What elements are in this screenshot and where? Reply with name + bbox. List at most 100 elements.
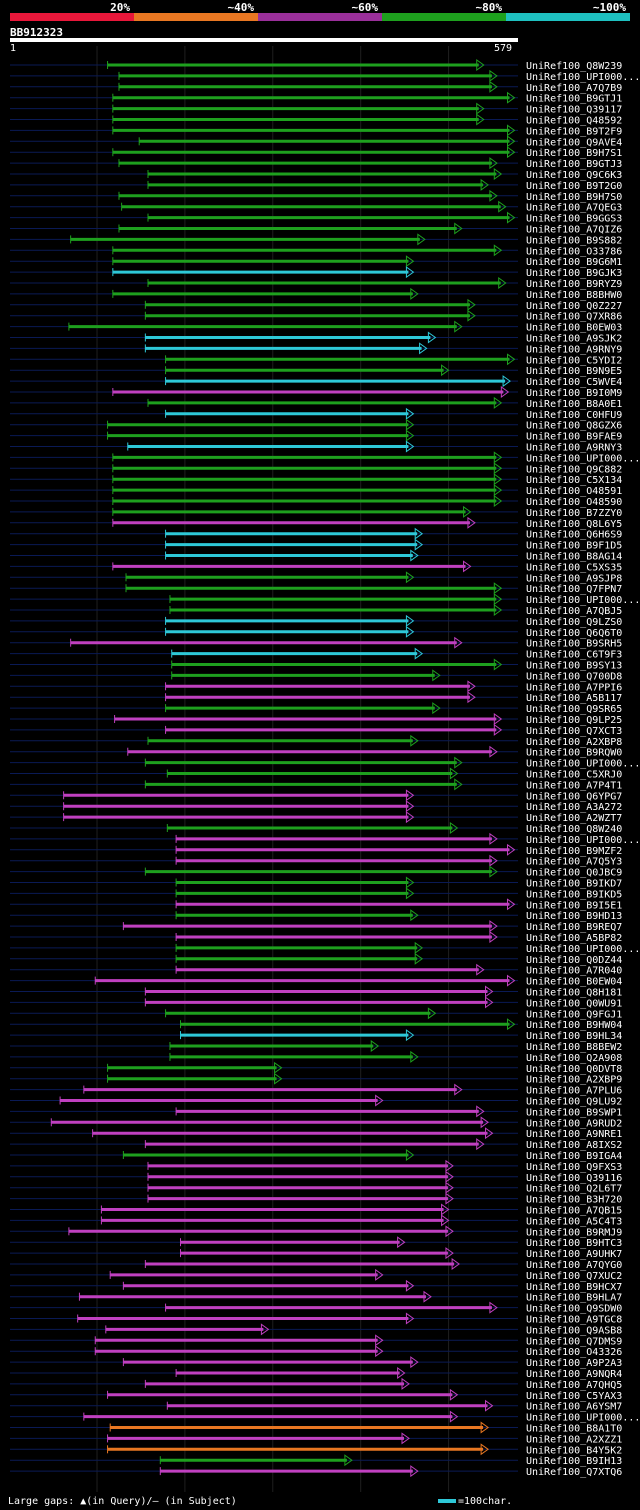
hit-row[interactable]: UniRef100_A7PPI6 <box>10 680 622 693</box>
hit-row[interactable]: UniRef100_B9SY13 <box>10 658 622 672</box>
hit-row[interactable]: UniRef100_A9SJP8 <box>10 571 622 584</box>
hit-row[interactable]: UniRef100_B9G6M1 <box>10 255 622 268</box>
hit-row[interactable]: UniRef100_B8BEW2 <box>10 1040 622 1053</box>
hit-row[interactable]: UniRef100_C5XS35 <box>10 560 622 573</box>
hit-row[interactable]: UniRef100_B9S882 <box>10 233 622 246</box>
hit-row[interactable]: UniRef100_Q8GZX6 <box>10 418 622 432</box>
hit-row[interactable]: UniRef100_B8BHW0 <box>10 287 622 301</box>
hit-row[interactable]: UniRef100_B9H7S1 <box>10 146 622 159</box>
hit-label[interactable]: UniRef100_A2WZT7 <box>526 813 622 824</box>
hit-row[interactable]: UniRef100_B9HCX7 <box>10 1279 622 1293</box>
hit-row[interactable]: UniRef100_A9UHK7 <box>10 1247 622 1260</box>
hit-label[interactable]: UniRef100_Q8H181 <box>526 988 622 999</box>
hit-row[interactable]: UniRef100_Q6Q6T0 <box>10 625 622 639</box>
hit-row[interactable]: UniRef100_B7ZZY0 <box>10 505 622 519</box>
hit-label[interactable]: UniRef100_A9RUD2 <box>526 1118 622 1129</box>
hit-label[interactable]: UniRef100_Q6H6S9 <box>526 530 622 541</box>
hit-label[interactable]: UniRef100_A7QIZ6 <box>526 225 622 236</box>
hit-row[interactable]: UniRef100_B9MZF2 <box>10 843 622 857</box>
hit-label[interactable]: UniRef100_A7P4T1 <box>526 780 622 791</box>
hit-row[interactable]: UniRef100_A9NRE1 <box>10 1127 622 1140</box>
hit-row[interactable]: UniRef100_A9RNY9 <box>10 342 622 355</box>
hit-label[interactable]: UniRef100_C5XRJ0 <box>526 770 622 781</box>
hit-row[interactable]: UniRef100_Q9SR65 <box>10 702 622 715</box>
hit-label[interactable]: UniRef100_B9RQW0 <box>526 748 622 759</box>
hit-label[interactable]: UniRef100_A7QHQ5 <box>526 1380 622 1391</box>
hit-label[interactable]: UniRef100_B3H720 <box>526 1195 622 1206</box>
hit-row[interactable]: UniRef100_B9GJK3 <box>10 266 622 279</box>
hit-row[interactable]: UniRef100_B9H7S0 <box>10 189 622 203</box>
hit-label[interactable]: UniRef100_Q7XCT3 <box>526 726 622 737</box>
hit-row[interactable]: UniRef100_B9SWP1 <box>10 1105 622 1118</box>
hit-row[interactable]: UniRef100_Q0WU91 <box>10 996 622 1009</box>
hit-row[interactable]: UniRef100_A5C4T3 <box>10 1214 622 1227</box>
hit-row[interactable]: UniRef100_C5X134 <box>10 473 622 486</box>
hit-row[interactable]: UniRef100_Q7DMS9 <box>10 1334 622 1347</box>
hit-label[interactable]: UniRef100_C5X134 <box>526 475 622 486</box>
hit-label[interactable]: UniRef100_C5XS35 <box>526 562 622 573</box>
hit-label[interactable]: UniRef100_B9T2F9 <box>526 126 622 137</box>
hit-label[interactable]: UniRef100_B4Y5K2 <box>526 1445 622 1456</box>
hit-label[interactable]: UniRef100_Q9FGJ1 <box>526 1009 622 1020</box>
hit-label[interactable]: UniRef100_Q9AVE4 <box>526 137 622 148</box>
hit-row[interactable]: UniRef100_B4Y5K2 <box>10 1443 622 1456</box>
hit-label[interactable]: UniRef100_UPI000... <box>526 453 640 464</box>
hit-label[interactable]: UniRef100_B9GGS3 <box>526 214 622 225</box>
hit-label[interactable]: UniRef100_A8IXS2 <box>526 1140 622 1151</box>
hit-label[interactable]: UniRef100_Q0DVT8 <box>526 1064 622 1075</box>
hit-label[interactable]: UniRef100_A5BP82 <box>526 933 622 944</box>
hit-label[interactable]: UniRef100_UPI000... <box>526 1413 640 1424</box>
hit-row[interactable]: UniRef100_Q9ASB8 <box>10 1323 622 1336</box>
hit-label[interactable]: UniRef100_Q9SDW0 <box>526 1304 622 1315</box>
hit-row[interactable]: UniRef100_Q0Z227 <box>10 298 622 312</box>
hit-row[interactable]: UniRef100_A5B117 <box>10 691 622 704</box>
hit-label[interactable]: UniRef100_A9NQR4 <box>526 1369 622 1380</box>
hit-label[interactable]: UniRef100_C0HFU9 <box>526 410 622 421</box>
hit-label[interactable]: UniRef100_A2XZZ1 <box>526 1434 622 1445</box>
hit-label[interactable]: UniRef100_C5YDI2 <box>526 355 622 366</box>
hit-label[interactable]: UniRef100_C5YAX3 <box>526 1391 622 1402</box>
hit-label[interactable]: UniRef100_B9I5E1 <box>526 900 622 911</box>
hit-label[interactable]: UniRef100_A7QEG3 <box>526 203 622 214</box>
hit-row[interactable]: UniRef100_B9IH13 <box>10 1454 622 1467</box>
hit-row[interactable]: UniRef100_A2XBP8 <box>10 734 622 748</box>
hit-label[interactable]: UniRef100_UPI000... <box>526 835 640 846</box>
hit-label[interactable]: UniRef100_B9IKD7 <box>526 879 622 890</box>
hit-label[interactable]: UniRef100_B9SY13 <box>526 661 622 672</box>
hit-row[interactable]: UniRef100_A7P4T1 <box>10 778 622 791</box>
hit-label[interactable]: UniRef100_B9G6M1 <box>526 257 622 268</box>
hit-label[interactable]: UniRef100_A7Q7B9 <box>526 83 622 94</box>
hit-label[interactable]: UniRef100_B9RMJ9 <box>526 1227 622 1238</box>
hit-row[interactable]: UniRef100_A7QIZ6 <box>10 222 622 236</box>
hit-label[interactable]: UniRef100_C5WVE4 <box>526 377 622 388</box>
hit-row[interactable]: UniRef100_Q0DVT8 <box>10 1061 622 1075</box>
hit-row[interactable]: UniRef100_Q8W239 <box>10 59 622 72</box>
hit-label[interactable]: UniRef100_B9F1D5 <box>526 541 622 552</box>
hit-row[interactable]: UniRef100_A3A272 <box>10 800 622 813</box>
hit-label[interactable]: UniRef100_A7Q5Y3 <box>526 857 622 868</box>
hit-label[interactable]: UniRef100_Q9ASB8 <box>526 1325 622 1336</box>
hit-row[interactable]: UniRef100_B0EW03 <box>10 320 622 334</box>
hit-label[interactable]: UniRef100_Q2L6T7 <box>526 1184 622 1195</box>
hit-label[interactable]: UniRef100_B8BEW2 <box>526 1042 622 1053</box>
hit-label[interactable]: UniRef100_A7QB15 <box>526 1206 622 1217</box>
hit-label[interactable]: UniRef100_A9NRE1 <box>526 1129 622 1140</box>
hit-label[interactable]: UniRef100_B9N9E5 <box>526 366 622 377</box>
hit-row[interactable]: UniRef100_UPI000... <box>10 69 640 83</box>
hit-row[interactable]: UniRef100_A9NQR4 <box>10 1367 622 1380</box>
hit-row[interactable]: UniRef100_B9SRH5 <box>10 636 622 650</box>
hit-row[interactable]: UniRef100_Q9C6K3 <box>10 168 622 181</box>
hit-label[interactable]: UniRef100_Q8GZX6 <box>526 421 622 432</box>
hit-label[interactable]: UniRef100_Q8W239 <box>526 61 622 72</box>
hit-row[interactable]: UniRef100_A6YSM7 <box>10 1399 622 1413</box>
hit-row[interactable]: UniRef100_A2WZT7 <box>10 811 622 824</box>
hit-row[interactable]: UniRef100_UPI000... <box>10 451 640 464</box>
hit-row[interactable]: UniRef100_Q2L6T7 <box>10 1181 622 1195</box>
hit-label[interactable]: UniRef100_A7QYG0 <box>526 1260 622 1271</box>
hit-row[interactable]: UniRef100_B9RMJ9 <box>10 1225 622 1238</box>
hit-label[interactable]: UniRef100_Q0DZ44 <box>526 955 622 966</box>
hit-row[interactable]: UniRef100_B9I0M9 <box>10 386 622 399</box>
hit-row[interactable]: UniRef100_B9RQW0 <box>10 745 622 759</box>
hit-row[interactable]: UniRef100_Q0JBC9 <box>10 865 622 879</box>
hit-label[interactable]: UniRef100_UPI000... <box>526 944 640 955</box>
